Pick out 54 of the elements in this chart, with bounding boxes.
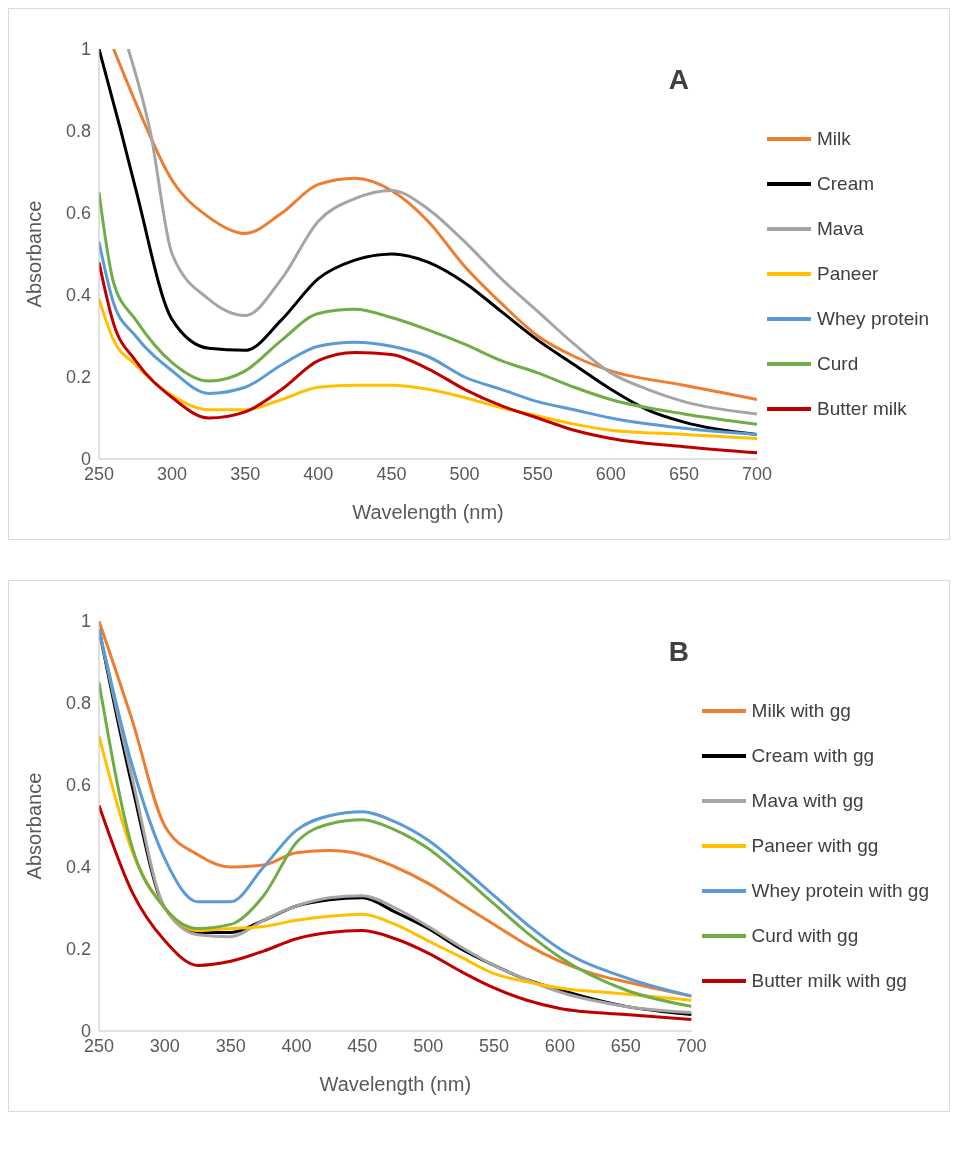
y-tick-label: 0.6 xyxy=(65,203,91,224)
line-series xyxy=(99,681,692,1008)
legend-label: Paneer with gg xyxy=(751,835,879,857)
y-tick-label: 0.2 xyxy=(65,939,91,960)
legend-label: Cream with gg xyxy=(751,745,875,767)
x-tick-label: 400 xyxy=(303,463,334,484)
text: B xyxy=(668,636,689,667)
line-series xyxy=(99,240,758,436)
line-series xyxy=(99,297,758,440)
y-tick-label: 0.2 xyxy=(65,367,91,388)
y-axis-title: Absorbance xyxy=(23,200,46,308)
legend-label: Curd with gg xyxy=(751,925,859,947)
x-tick-label: 600 xyxy=(595,463,626,484)
y-tick-label: 0.8 xyxy=(65,693,91,714)
y-tick-label: 1 xyxy=(80,39,91,60)
legend-label: Mava with gg xyxy=(751,790,864,812)
legend-label: Butter milk xyxy=(817,398,907,420)
y-tick-label: 0.8 xyxy=(65,121,91,142)
x-tick-label: 350 xyxy=(230,463,261,484)
x-tick-label: 300 xyxy=(149,1035,180,1056)
line-series xyxy=(99,260,758,455)
x-axis-title: Wavelength (nm) xyxy=(352,501,504,523)
y-tick-label: 0.4 xyxy=(65,857,91,878)
line-series xyxy=(99,804,692,1022)
x-tick-label: 500 xyxy=(449,463,480,484)
y-tick-label: 0.4 xyxy=(65,285,91,306)
line-series xyxy=(99,191,758,426)
y-axis-title: Absorbance xyxy=(23,772,46,880)
x-tick-label: 650 xyxy=(668,463,699,484)
x-tick-label: 600 xyxy=(544,1035,575,1056)
x-tick-label: 300 xyxy=(157,463,188,484)
legend-label: Whey protein with gg xyxy=(751,880,929,902)
legend-label: Whey protein xyxy=(817,308,929,330)
x-tick-label: 550 xyxy=(479,1035,510,1056)
x-tick-label: 700 xyxy=(676,1035,707,1056)
x-tick-label: 350 xyxy=(215,1035,246,1056)
x-tick-label: 500 xyxy=(413,1035,444,1056)
x-tick-label: 550 xyxy=(522,463,553,484)
legend-label: Curd xyxy=(817,353,859,375)
x-tick-label: 450 xyxy=(347,1035,378,1056)
legend-label: Milk xyxy=(817,128,851,150)
x-tick-label: 700 xyxy=(742,463,773,484)
x-tick-label: 450 xyxy=(376,463,407,484)
legend-label: Paneer xyxy=(817,263,879,285)
legend-label: Cream xyxy=(817,173,875,195)
y-tick-label: 0.6 xyxy=(65,775,91,796)
x-axis-title: Wavelength (nm) xyxy=(319,1073,472,1095)
legend-label: Butter milk with gg xyxy=(751,970,907,992)
legend-label: Mava xyxy=(817,218,864,240)
x-tick-label: 650 xyxy=(610,1035,641,1056)
legend-label: Milk with gg xyxy=(751,700,851,722)
x-tick-label: 400 xyxy=(281,1035,312,1056)
y-tick-label: 1 xyxy=(80,611,91,632)
text: A xyxy=(668,64,689,95)
